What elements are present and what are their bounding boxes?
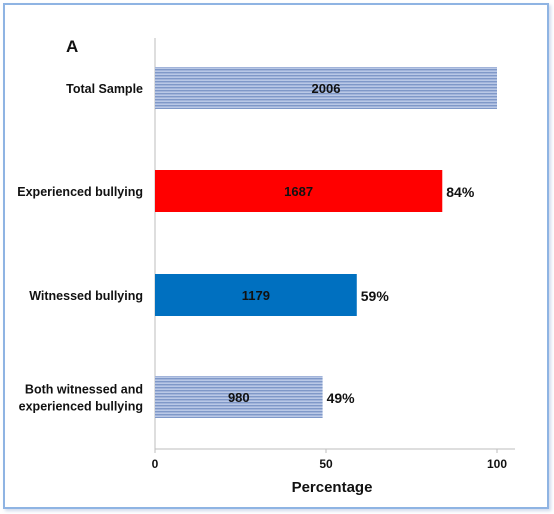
category-label: Both witnessed and experienced bullying (19, 383, 143, 414)
category-label: Total Sample (66, 82, 143, 96)
bar-count-label: 980 (228, 390, 250, 405)
bar-count-label: 1179 (242, 288, 270, 303)
category-label-line: Experienced bullying (17, 185, 143, 199)
x-tick-label: 0 (152, 457, 159, 471)
bar-count-label: 2006 (312, 81, 341, 96)
bar-count-label: 1687 (284, 184, 313, 199)
bar (155, 274, 357, 316)
category-label-line: Both witnessed and (25, 383, 143, 397)
category-label-line: Witnessed bullying (29, 289, 143, 303)
category-label: Experienced bullying (17, 185, 143, 199)
bar (155, 376, 323, 418)
x-tick-label: 50 (319, 457, 333, 471)
category-label-line: Total Sample (66, 82, 143, 96)
bar-percent-label: 49% (327, 390, 356, 406)
bar-percent-label: 59% (361, 288, 390, 304)
category-label: Witnessed bullying (29, 289, 143, 303)
bar (155, 170, 443, 212)
panel-label: A (66, 37, 78, 56)
bar (155, 67, 497, 109)
x-axis-title: Percentage (292, 479, 373, 496)
category-label-line: experienced bullying (19, 400, 143, 414)
bar-percent-label: 84% (446, 184, 475, 200)
x-tick-label: 100 (487, 457, 507, 471)
